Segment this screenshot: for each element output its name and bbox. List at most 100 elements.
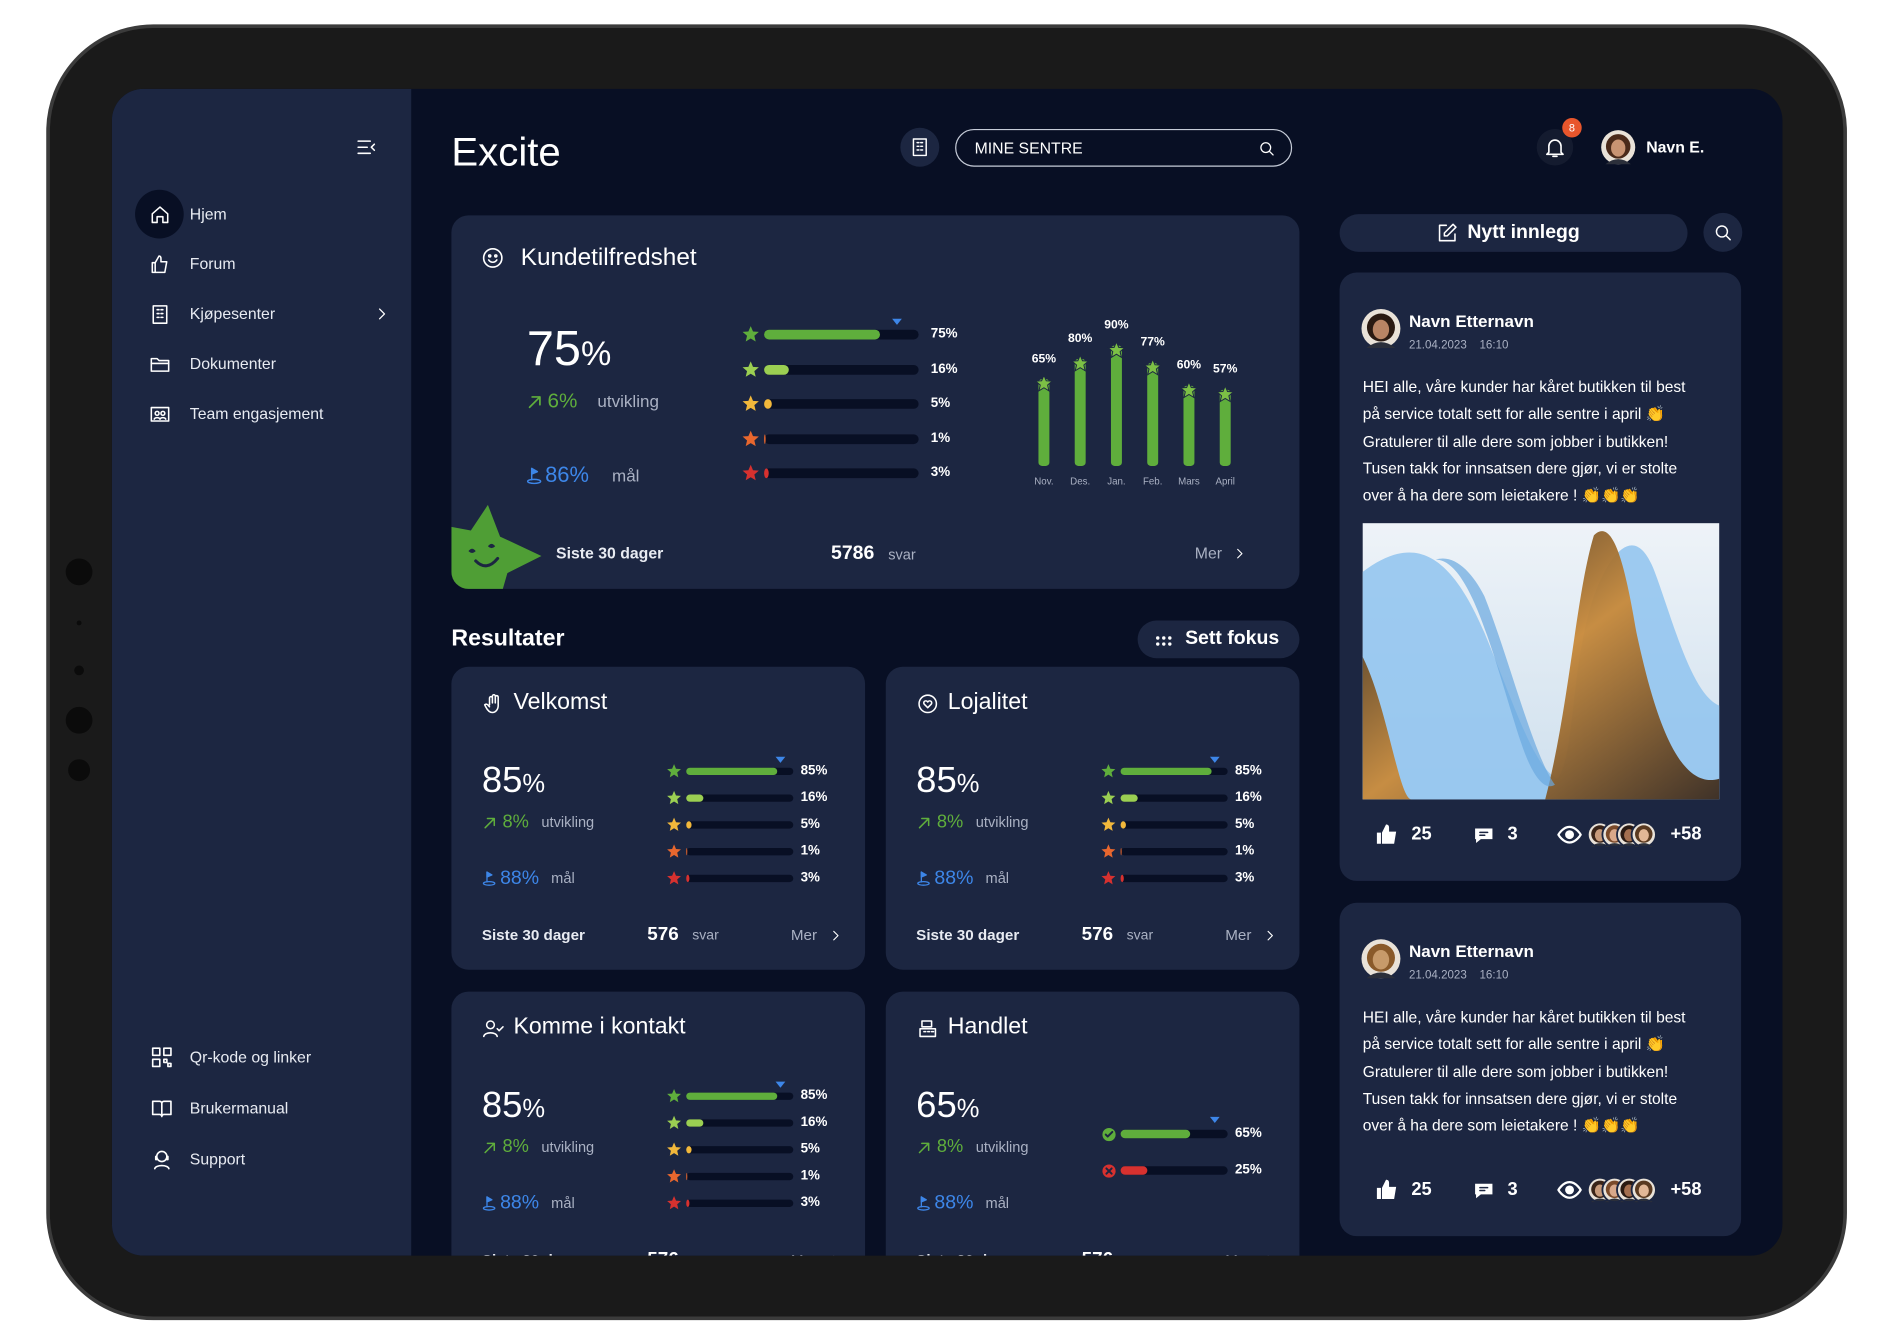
post-date: 21.04.2023 — [1408, 338, 1467, 352]
icon-part — [833, 930, 839, 941]
rating-label: 5% — [800, 816, 820, 832]
bar-track — [1120, 821, 1228, 829]
bar-track — [686, 794, 794, 802]
avatar — [1630, 1176, 1657, 1204]
nav-icon — [153, 1150, 170, 1170]
avatar-bg — [1631, 822, 1656, 847]
card-title: Velkomst — [513, 689, 608, 715]
month-value-label: 80% — [1068, 332, 1093, 346]
focus-button[interactable]: Sett fokus — [1137, 620, 1300, 659]
more-link[interactable]: Mer — [1225, 1251, 1251, 1255]
bar-track — [764, 329, 919, 340]
goal-label: mål — [985, 869, 1010, 887]
rating-bar — [764, 365, 789, 375]
icon-part — [1725, 235, 1731, 241]
trend-value: 8% — [936, 1136, 964, 1158]
rating-label: 1% — [930, 431, 951, 446]
new-post-button[interactable]: Nytt innlegg — [1339, 214, 1688, 252]
icon-part — [485, 1019, 495, 1029]
icon-part — [1715, 225, 1729, 238]
score: 85% — [916, 762, 979, 800]
card-title: Komme i kontakt — [513, 1014, 686, 1040]
icon-part — [150, 254, 167, 273]
menu-toggle[interactable] — [354, 135, 378, 159]
period-label: Siste 30 dager — [482, 1251, 585, 1255]
goal-value: 88% — [500, 868, 540, 889]
views-icon — [1557, 825, 1582, 844]
rating-star — [742, 430, 759, 447]
avatar-hair — [1605, 134, 1631, 159]
rating-label: 3% — [800, 1195, 820, 1210]
avatar-ring — [1601, 821, 1628, 848]
rating-label: 25% — [1234, 1162, 1262, 1178]
avatar-body — [1590, 1198, 1610, 1203]
result-icon — [482, 1019, 504, 1037]
avatar-face — [1624, 1184, 1635, 1197]
rating-star — [667, 1115, 681, 1129]
centers-button[interactable] — [900, 127, 940, 167]
month-label: April — [1215, 475, 1235, 487]
month-star — [1107, 340, 1126, 359]
icon-part — [357, 140, 376, 155]
rating-label: 85% — [1234, 763, 1262, 778]
avatar-hair — [1620, 1180, 1638, 1199]
rating-bar — [764, 329, 880, 340]
avatar-face — [1611, 139, 1626, 157]
rating-label: 3% — [1234, 870, 1255, 886]
period-label: Siste 30 dager — [481, 926, 585, 944]
avatar-body — [1620, 843, 1639, 847]
notification-bell[interactable] — [1543, 135, 1567, 159]
rating-star — [667, 844, 681, 858]
avatar-ring — [1616, 821, 1643, 848]
more-chevron — [1267, 930, 1273, 941]
trend-label: utvikling — [975, 1138, 1029, 1156]
mascot-eye — [487, 543, 496, 549]
more-link[interactable]: Mer — [790, 926, 818, 944]
avatar-ring — [1586, 1176, 1614, 1204]
icon-part — [1104, 1166, 1113, 1175]
more-link[interactable]: Mer — [791, 1251, 817, 1255]
feed-search-button[interactable] — [1703, 212, 1743, 252]
month-value-label: 65% — [1031, 352, 1057, 366]
bar-track — [686, 767, 794, 776]
rating-star — [667, 1196, 681, 1210]
search-box[interactable]: MINE SENTRE — [955, 128, 1293, 167]
avatar-face — [1609, 1184, 1620, 1197]
rating-bar — [1120, 821, 1126, 829]
trend-value: 8% — [502, 1136, 529, 1158]
score: 85% — [482, 1087, 545, 1125]
rating-bar — [686, 848, 688, 856]
icon-part — [1260, 142, 1272, 154]
month-value-label: 90% — [1104, 318, 1129, 333]
avatar-body — [1366, 342, 1396, 348]
rating-bar — [1120, 767, 1212, 776]
camera-dot — [76, 620, 82, 626]
more-link[interactable]: Mer — [1194, 544, 1223, 563]
nav-label: Team engasjement — [189, 404, 324, 423]
icon-part — [150, 205, 168, 223]
goal-marker — [775, 756, 786, 763]
icon-part — [493, 254, 498, 258]
more-chevron — [1237, 548, 1243, 559]
card-title: Kundetilfredshet — [520, 244, 697, 272]
nav-active-bg — [135, 189, 184, 239]
post-text-line: Tusen takk for innsatsen dere gjør, vi e… — [1362, 458, 1678, 478]
bar-track — [686, 874, 794, 883]
bar-track — [764, 434, 919, 445]
rating-star — [667, 817, 681, 831]
result-card: Velkomst 85% 8% utvikling 88% mål 85% 16% 5% 1% 3%… — [451, 666, 866, 970]
nav-icon — [149, 406, 169, 422]
icon-part — [1267, 930, 1273, 941]
score-unit: % — [580, 334, 612, 373]
image-bg — [1362, 523, 1720, 800]
avatar-hair — [1366, 943, 1395, 972]
post-card: Navn Etternavn 21.04.2023 16:10 HEI alle, v… — [1339, 902, 1742, 1237]
avatar-ring — [1630, 821, 1657, 848]
more-link[interactable]: Mer — [1225, 926, 1252, 944]
rating-bar — [686, 1119, 704, 1127]
bar-track — [686, 821, 794, 829]
icon-part — [152, 416, 166, 420]
icon-part — [1155, 641, 1159, 646]
avatar-face — [1638, 1184, 1649, 1197]
